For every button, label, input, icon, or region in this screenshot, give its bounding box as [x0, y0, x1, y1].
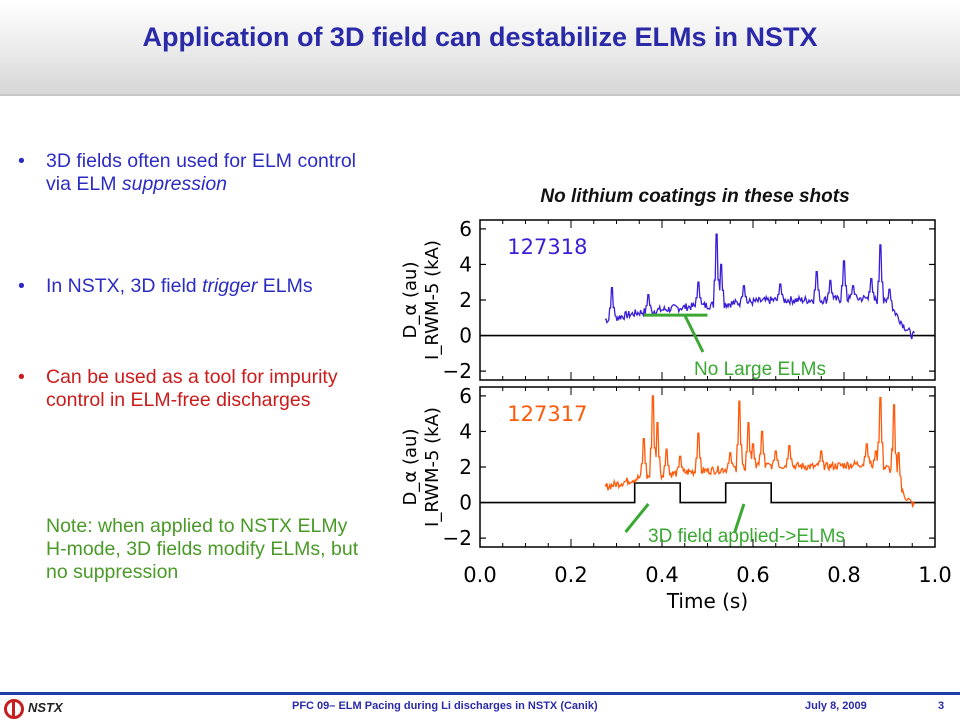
footer-date: July 8, 2009	[805, 700, 867, 712]
x-tick-label: 0.0	[463, 563, 496, 587]
dalpha-trace	[604, 395, 916, 508]
coil-current-line	[480, 482, 935, 504]
bullet-text-part: suppression	[121, 173, 228, 195]
bullet-text: 3D fields often used for ELM control via…	[46, 150, 366, 196]
chart-panel: 6 4 2 0 −2 D_α (au) I_RWM-5 (kA) 127318	[400, 217, 936, 383]
shot-number-label: 127317	[507, 402, 587, 426]
bullet-dot: •	[18, 366, 25, 388]
shot-number-label: 127318	[507, 235, 587, 259]
chart-axes: No Large ELMs 3D field applied->ELMs 0.0 0.…	[463, 313, 952, 612]
x-tick-label: 0.4	[645, 563, 678, 587]
y-tick-label: −2	[443, 526, 472, 550]
chart-title: No lithium coatings in these shots	[540, 186, 850, 207]
bullet-text: Can be used as a tool for impurity contr…	[46, 366, 338, 411]
y-tick-label: 6	[459, 217, 472, 241]
y-tick-label: 6	[459, 384, 472, 408]
x-axis-label: Time (s)	[666, 589, 748, 612]
annotation-arrow	[733, 503, 746, 533]
x-tick-label: 1.0	[918, 563, 951, 587]
y-axis-label-dalpha: D_α (au)	[400, 262, 421, 339]
annotation-3d-field: 3D field applied->ELMs	[648, 526, 845, 547]
x-tick-label: 0.6	[736, 563, 769, 587]
y-tick-label: 0	[459, 324, 472, 348]
y-tick-label: 4	[459, 419, 472, 443]
y-tick-label: 0	[459, 491, 472, 515]
y-tick-label: 4	[459, 252, 472, 276]
y-tick-label: 2	[459, 455, 472, 479]
annotation-arrow	[683, 314, 705, 353]
footer-talk-title: PFC 09– ELM Pacing during Li discharges …	[292, 700, 598, 712]
y-axis-label-irwm: I_RWM-5 (kA)	[422, 407, 443, 527]
bullet-text: In NSTX, 3D field trigger ELMs	[46, 275, 366, 298]
bullet-dot: •	[18, 275, 25, 297]
header-divider	[0, 94, 960, 96]
slide-title: Application of 3D field can destabilize …	[142, 22, 818, 52]
annotation-no-large-elms: No Large ELMs	[694, 359, 826, 380]
slide-header	[0, 0, 960, 95]
y-tick-label: −2	[443, 359, 472, 383]
annotation-arrow	[624, 503, 650, 533]
bullet-text-part: ELMs	[257, 275, 313, 297]
x-tick-label: 0.8	[827, 563, 860, 587]
y-axis-label-irwm: I_RWM-5 (kA)	[422, 240, 443, 360]
bullet-text-part: In NSTX, 3D field	[46, 275, 203, 297]
dalpha-trace	[604, 233, 916, 340]
x-tick-label: 0.2	[554, 563, 587, 587]
y-axis-label-dalpha: D_α (au)	[400, 429, 421, 506]
bullet-dot: •	[18, 150, 25, 172]
nstx-logo-mark	[12, 702, 15, 716]
note-text: Note: when applied to NSTX ELMy H-mode, …	[46, 515, 359, 583]
slide-number: 3	[938, 700, 945, 712]
footer-logo-text: NSTX	[28, 700, 63, 715]
y-tick-label: 2	[459, 288, 472, 312]
bullet-text-part: trigger	[202, 275, 258, 297]
bullet-text-part: 3D fields often used for ELM control via…	[46, 150, 356, 195]
chart-panel: 6 4 2 0 −2 D_α (au) I_RWM-5 (kA) 127317	[400, 384, 936, 550]
footer-rule	[0, 692, 960, 695]
